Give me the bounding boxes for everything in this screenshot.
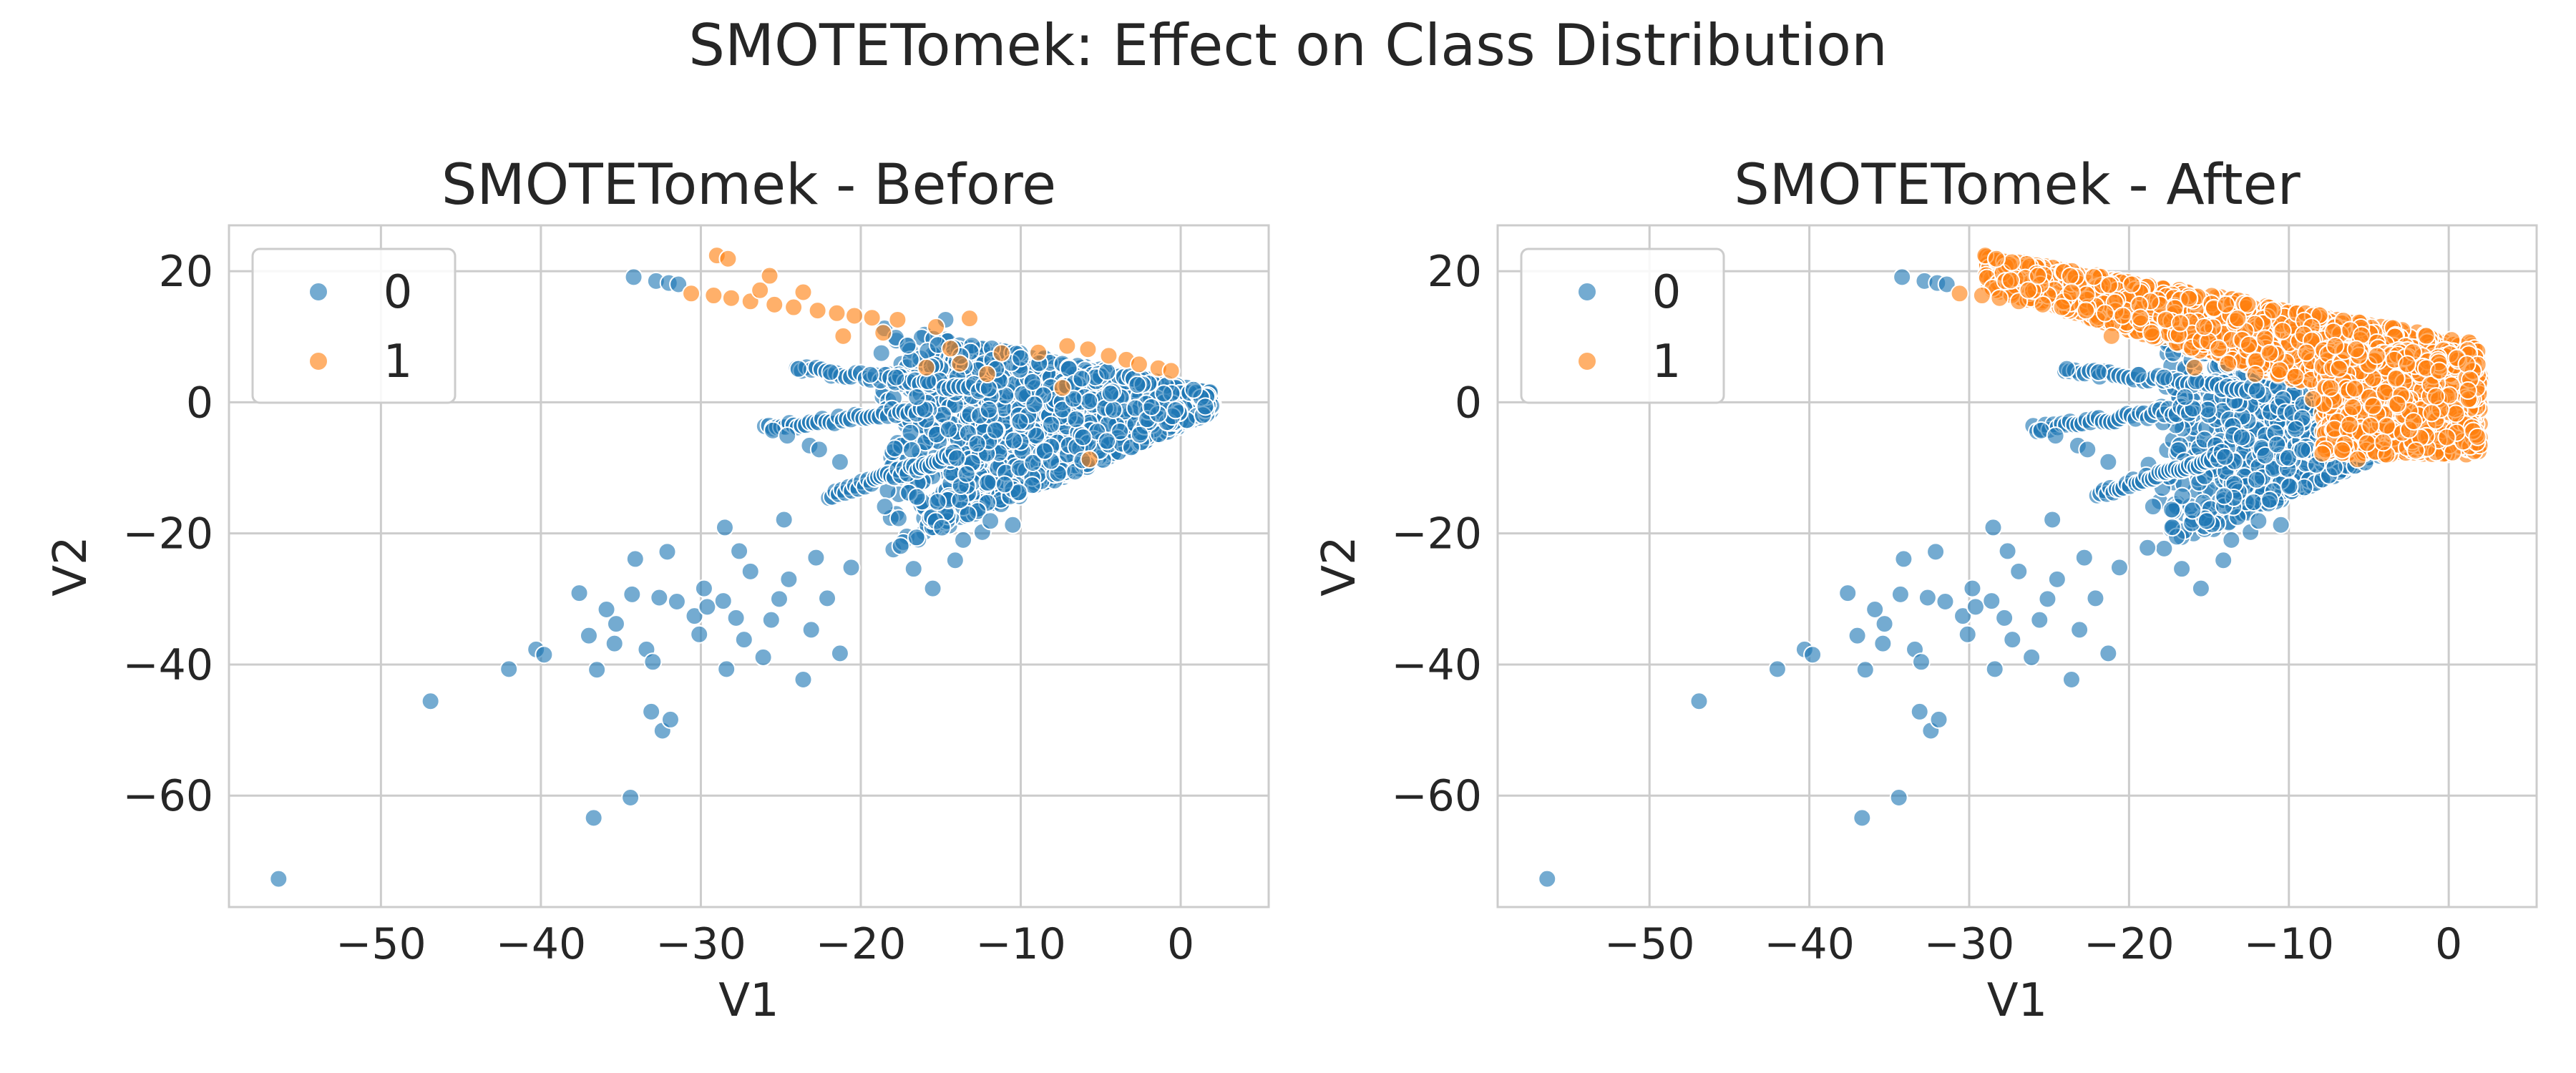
x-axis-label: V1	[718, 974, 779, 1027]
y-tick-label: 0	[186, 378, 213, 428]
figure-title: SMOTETomek: Effect on Class Distribution	[688, 12, 1888, 79]
y-tick-label: −40	[122, 640, 213, 690]
y-tick-label: 0	[1455, 378, 1482, 428]
panel-title-after: SMOTETomek - After	[1734, 153, 2301, 217]
x-tick-label: −50	[1604, 919, 1695, 969]
y-axis-label: V2	[1313, 536, 1366, 597]
x-tick-label: −20	[816, 919, 907, 969]
y-axis-label: V2	[44, 536, 97, 597]
x-axis-label: V1	[1987, 974, 2048, 1027]
x-tick-label: −20	[2084, 919, 2175, 969]
x-tick-label: −10	[2243, 919, 2334, 969]
x-tick-label: −40	[496, 919, 587, 969]
y-tick-label: −20	[122, 509, 213, 559]
y-tick-label: 20	[1428, 247, 1482, 297]
y-tick-label: −20	[1391, 509, 1482, 559]
x-tick-label: 0	[1167, 919, 1194, 969]
point-class-0	[2138, 538, 2157, 557]
x-tick-label: 0	[2435, 919, 2462, 969]
x-tick-label: −40	[1764, 919, 1855, 969]
x-tick-label: −10	[975, 919, 1066, 969]
panel-title-before: SMOTETomek - Before	[441, 153, 1056, 217]
y-tick-label: −60	[1391, 771, 1482, 821]
x-tick-label: −30	[1924, 919, 2015, 969]
x-tick-label: −30	[655, 919, 746, 969]
y-tick-label: −60	[122, 771, 213, 821]
axes-frame	[228, 224, 1270, 908]
scatter-area	[269, 246, 1222, 888]
y-tick-label: −40	[1391, 640, 1482, 690]
y-tick-label: 20	[159, 247, 213, 297]
x-tick-label: −50	[336, 919, 426, 969]
